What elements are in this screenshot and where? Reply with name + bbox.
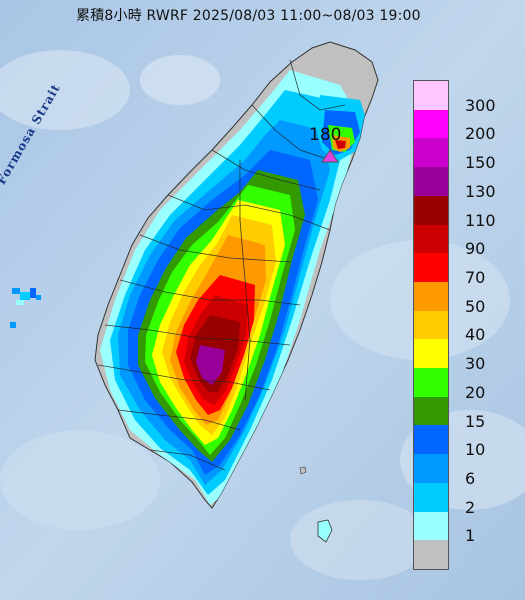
legend-swatch (414, 339, 448, 369)
legend-label: 10 (465, 440, 486, 460)
orchid-island (317, 519, 333, 543)
legend-label: 40 (465, 325, 486, 345)
legend-swatch (414, 425, 448, 455)
map-title: 累積8小時 RWRF 2025/08/03 11:00~08/03 19:00 (76, 8, 421, 24)
legend-swatch (414, 109, 448, 139)
max-rainfall-value: 180 (309, 125, 342, 145)
legend-swatch (414, 396, 448, 426)
penghu-islands (10, 288, 41, 328)
legend-swatch (414, 511, 448, 541)
legend-label: 15 (465, 411, 486, 431)
cloud-texture (0, 50, 525, 580)
legend-label: 300 (465, 95, 496, 115)
legend-label: 200 (465, 124, 496, 144)
green-island (299, 466, 307, 475)
county-boundaries (97, 59, 346, 471)
color-legend (413, 80, 449, 570)
legend-label: 20 (465, 382, 486, 402)
legend-label: 130 (465, 181, 496, 201)
legend-swatch (414, 368, 448, 397)
legend-swatch (414, 195, 448, 225)
legend-label: 2 (465, 497, 476, 517)
legend-swatch (414, 281, 448, 311)
legend-label: 1 (465, 526, 476, 546)
max-rainfall-marker (321, 149, 339, 163)
legend-swatch (414, 81, 448, 110)
legend-swatch (414, 253, 448, 282)
legend-label: 110 (465, 210, 496, 230)
legend-swatch (414, 540, 448, 569)
legend-swatch (414, 482, 448, 512)
legend-swatch (414, 310, 448, 340)
legend-label: 150 (465, 153, 496, 173)
legend-swatch (414, 138, 448, 168)
legend-label: 6 (465, 468, 476, 488)
legend-label: 50 (465, 296, 486, 316)
legend-label: 30 (465, 354, 486, 374)
legend-label: 70 (465, 268, 486, 288)
legend-label: 90 (465, 239, 486, 259)
legend-swatch (414, 224, 448, 254)
legend-swatch (414, 454, 448, 483)
legend-swatch (414, 167, 448, 196)
